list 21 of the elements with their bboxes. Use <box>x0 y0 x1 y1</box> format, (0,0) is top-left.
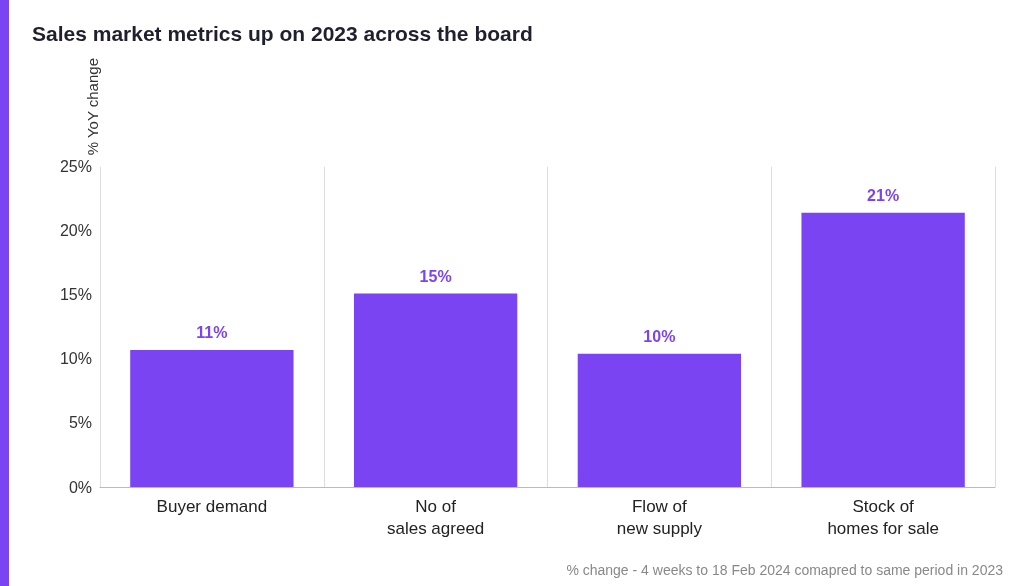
data-label: 10% <box>643 328 676 346</box>
y-tick-label: 25% <box>59 158 92 176</box>
x-tick-label: Buyer demand <box>156 496 268 516</box>
x-tick-label: Stock of homes for sale <box>827 496 939 538</box>
data-label: 15% <box>419 268 452 286</box>
bar <box>353 293 518 487</box>
y-tick-label: 10% <box>59 350 92 368</box>
y-tick-label: 0% <box>68 478 92 496</box>
bar <box>577 353 742 487</box>
y-tick-label: 5% <box>68 414 92 432</box>
x-tick-label: Flow of new supply <box>616 496 703 538</box>
y-tick-label: 20% <box>59 222 92 240</box>
chart-title: Sales market metrics up on 2023 across the board <box>32 22 533 46</box>
bar <box>130 349 294 487</box>
bar <box>801 212 965 487</box>
text: % change - 4 weeks to 18 Feb 2024 comapred to same period in 2023 <box>566 562 1003 578</box>
data-label: 11% <box>196 324 228 342</box>
data-label: 21% <box>867 187 900 205</box>
y-axis-title: % YoY change <box>84 58 101 156</box>
y-tick-label: 15% <box>59 286 92 304</box>
x-tick-label: No of sales agreed <box>386 496 485 538</box>
